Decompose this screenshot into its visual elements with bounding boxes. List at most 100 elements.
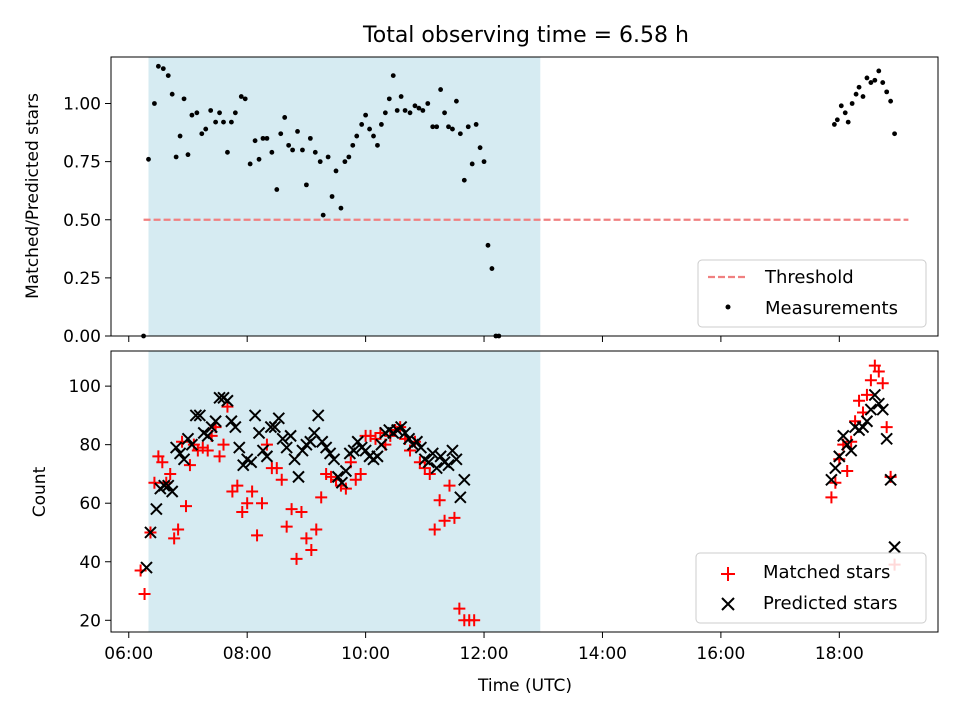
matched-star-marker [231, 479, 244, 492]
measurement-point [872, 77, 878, 83]
measurement-point [208, 108, 214, 113]
predicted-star-marker [331, 470, 345, 484]
bottom-y-tick-label: 80 [79, 436, 101, 456]
measurement-point [185, 152, 191, 158]
measurement-point [876, 68, 882, 74]
matched-star-marker [864, 374, 877, 387]
predicted-star-marker [319, 441, 333, 454]
top-shaded-span [148, 57, 541, 336]
predicted-star-marker [193, 409, 207, 422]
predicted-star-marker [237, 458, 250, 472]
predicted-star-marker [876, 403, 889, 416]
matched-star-marker [433, 494, 446, 507]
measurement-point [317, 159, 323, 165]
measurement-point [221, 119, 226, 125]
bottom-y-ticks: 20 40 60 80 100 [69, 377, 111, 631]
measurement-point [430, 124, 436, 130]
measurement-point [864, 75, 870, 81]
measurement-point [845, 119, 851, 125]
measurement-point [489, 266, 495, 271]
predicted-star-marker [181, 432, 195, 446]
top-y-ticks: 0.00 0.25 0.50 0.75 1.00 [63, 95, 111, 347]
predicted-star-marker [260, 450, 274, 463]
legend-matched-swatch [721, 567, 735, 581]
measurement-point [203, 126, 209, 132]
predicted-star-marker [860, 415, 874, 428]
predicted-star-marker [140, 561, 153, 574]
predicted-star-marker [158, 479, 171, 492]
measurement-point [375, 142, 380, 148]
measurement-point [469, 161, 475, 167]
predicted-star-marker [272, 412, 285, 425]
predicted-star-marker [837, 429, 850, 443]
top-y-tick-label: 0.50 [63, 211, 101, 231]
matched-star-marker [860, 388, 873, 401]
measurement-point [274, 187, 280, 192]
measurement-point [312, 149, 318, 155]
matched-star-marker [453, 602, 466, 615]
matched-star-marker [251, 529, 264, 542]
bottom-x-tick-label: 16:00 [696, 644, 745, 664]
measurement-point [853, 91, 859, 97]
top-legend: Threshold Measurements [697, 259, 927, 328]
matched-star-marker [354, 467, 367, 480]
matched-star-marker [138, 587, 151, 600]
measurement-point [412, 103, 418, 109]
measurement-point [160, 66, 166, 72]
measurement-point [382, 110, 388, 116]
measurement-point [350, 142, 356, 148]
top-y-tick-label: 0.75 [63, 153, 101, 173]
matched-star-marker [236, 505, 249, 518]
matched-star-marker [428, 523, 441, 536]
measurement-point [346, 154, 352, 160]
predicted-star-marker [375, 438, 388, 451]
measurement-point [217, 110, 222, 116]
matched-star-marker [315, 491, 328, 504]
matched-star-marker [241, 497, 254, 510]
predicted-star-marker [189, 409, 203, 422]
measurement-point [278, 131, 284, 137]
matched-star-marker [183, 459, 196, 472]
predicted-star-marker [335, 476, 349, 489]
measurement-point [454, 98, 459, 104]
bottom-y-tick-label: 100 [69, 377, 101, 397]
measurement-point [434, 124, 440, 130]
matched-star-marker [172, 523, 185, 536]
measurement-point [402, 108, 408, 113]
measurement-point [398, 94, 404, 99]
bottom-x-tick-label: 12:00 [460, 644, 509, 664]
predicted-star-marker [398, 426, 412, 440]
measurement-point [307, 135, 313, 141]
predicted-star-marker [888, 540, 901, 554]
bottom-x-ticks: 06:00 08:00 10:00 12:00 14:00 16:00 18:00 [104, 632, 864, 664]
predicted-star-marker [868, 388, 882, 402]
bottom-axes-frame [110, 350, 939, 633]
legend-predicted-label: Predicted stars [763, 593, 897, 614]
measurement-point [338, 205, 344, 211]
measurement-point [146, 156, 151, 162]
matched-star-marker [260, 438, 273, 451]
matched-star-marker [310, 523, 323, 536]
bottom-x-tick-label: 10:00 [341, 644, 390, 664]
matched-star-marker [872, 365, 885, 378]
measurement-point [438, 87, 444, 92]
predicted-star-marker [884, 473, 897, 486]
measurement-point [325, 154, 331, 160]
predicted-star-marker [252, 426, 266, 440]
measurement-point [213, 119, 219, 125]
predicted-star-marker [446, 444, 459, 457]
measurement-point [256, 156, 262, 162]
predicted-star-marker [410, 435, 424, 448]
measurement-point [442, 110, 447, 116]
matched-star-marker [825, 491, 838, 504]
measurement-point [225, 149, 230, 155]
predicted-star-marker [284, 429, 297, 443]
matched-star-marker [148, 476, 161, 489]
matched-star-marker [180, 500, 193, 513]
measurement-point [838, 103, 844, 109]
measurement-point [856, 84, 862, 90]
measurement-point [300, 147, 305, 153]
measurement-point [264, 135, 270, 141]
predicted-star-marker [347, 444, 360, 457]
